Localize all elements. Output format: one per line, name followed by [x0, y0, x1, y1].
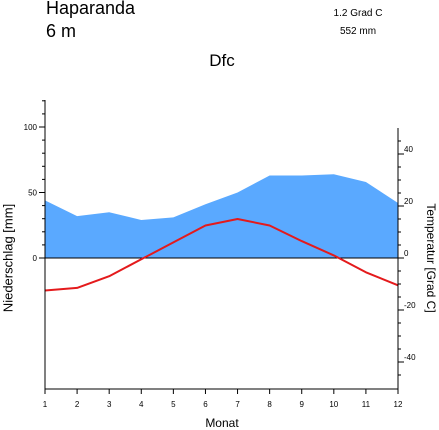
right-tick-label: 0	[404, 249, 409, 258]
temperature-line	[44, 218, 399, 292]
x-axis-title: Monat	[205, 416, 239, 430]
x-tick-label: 3	[107, 400, 112, 409]
x-tick-label: 12	[394, 400, 403, 409]
climate-classification: Dfc	[209, 51, 235, 70]
right-tick-label: 20	[404, 197, 413, 206]
precipitation-area	[45, 174, 398, 258]
x-tick-label: 7	[235, 400, 240, 409]
right-tick-label: -20	[404, 301, 416, 310]
x-tick-label: 5	[171, 400, 176, 409]
right-tick-label: 40	[404, 145, 413, 154]
right-tick-label: -40	[404, 353, 416, 362]
x-tick-label: 1	[43, 400, 48, 409]
annual-precipitation: 552 mm	[339, 26, 377, 37]
x-tick-label: 9	[300, 400, 305, 409]
x-tick-label: 2	[75, 400, 80, 409]
station-name: Haparanda	[46, 0, 136, 18]
x-tick-label: 11	[362, 400, 371, 409]
temperature-line-layer	[44, 218, 399, 292]
precipitation-area-layer	[45, 174, 398, 258]
station-elevation: 6 m	[46, 21, 77, 41]
left-tick-label: 0	[33, 254, 38, 263]
annual-mean-temperature: 1.2 Grad C	[333, 8, 383, 19]
x-tick-label: 10	[329, 400, 338, 409]
x-tick-label: 4	[139, 400, 144, 409]
x-tick-label: 8	[267, 400, 272, 409]
left-tick-label: 50	[28, 189, 37, 198]
x-tick-label: 6	[203, 400, 208, 409]
left-tick-label: 100	[24, 123, 38, 132]
